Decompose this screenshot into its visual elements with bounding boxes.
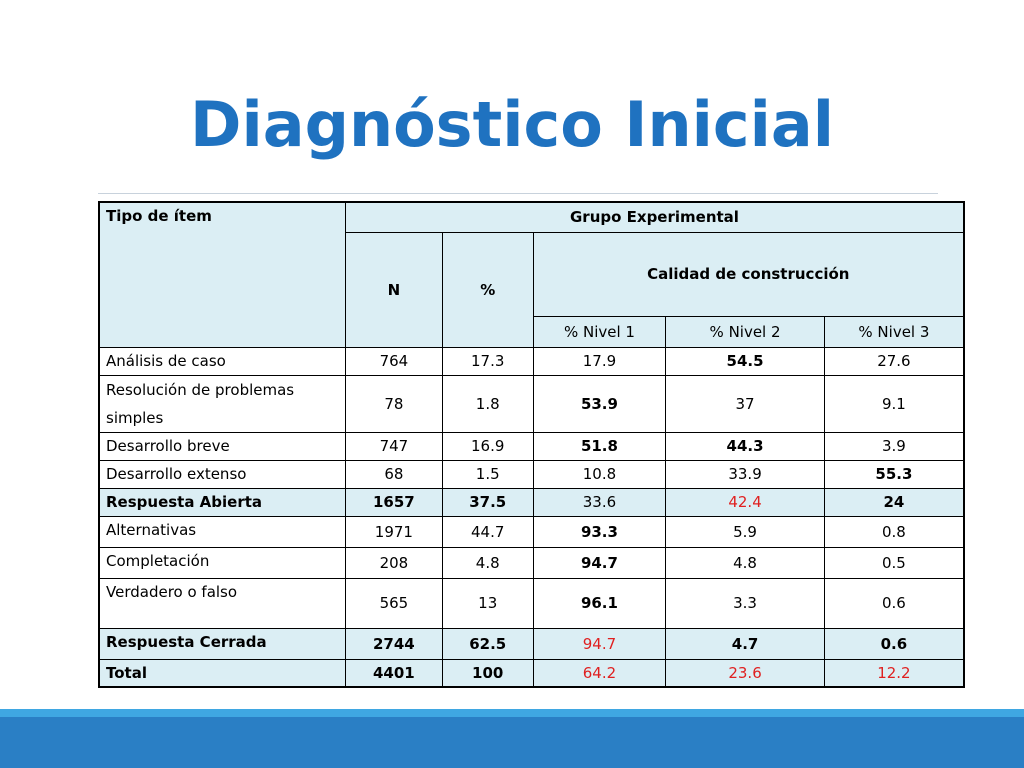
cell-nivel-3: 0.6 (823, 627, 965, 660)
row-label: Verdadero o falso (98, 577, 346, 629)
cell-n: 208 (344, 546, 443, 579)
cell-nivel-1: 96.1 (532, 577, 667, 629)
cell-pct: 1.5 (441, 459, 534, 489)
cell-n: 78 (344, 374, 443, 433)
row-label: Desarrollo breve (98, 431, 346, 461)
cell-nivel-2: 5.9 (665, 515, 825, 548)
table-row: Desarrollo breve 747 16.9 51.8 44.3 3.9 (98, 431, 965, 461)
cell-nivel-2: 23.6 (665, 658, 825, 688)
cell-nivel-3: 12.2 (823, 658, 965, 688)
cell-pct: 100 (441, 658, 534, 688)
cell-pct: 37.5 (441, 487, 534, 517)
subtotal-row-abierta: Respuesta Abierta 1657 37.5 33.6 42.4 24 (98, 487, 965, 517)
cell-pct: 16.9 (441, 431, 534, 461)
cell-nivel-1: 64.2 (532, 658, 667, 688)
cell-n: 1971 (344, 515, 443, 548)
cell-n: 1657 (344, 487, 443, 517)
cell-n: 764 (344, 346, 443, 376)
row-label-line-1: Resolución de problemas (106, 380, 295, 399)
cell-nivel-1: 94.7 (532, 546, 667, 579)
header-nivel-1: % Nivel 1 (532, 315, 667, 348)
cell-nivel-3: 24 (823, 487, 965, 517)
header-grupo: Grupo Experimental (344, 201, 965, 233)
cell-n: 747 (344, 431, 443, 461)
cell-nivel-3: 0.5 (823, 546, 965, 579)
cell-nivel-2: 33.9 (665, 459, 825, 489)
title-divider (98, 193, 938, 194)
row-label: Resolución de problemas simples (98, 374, 346, 433)
total-row: Total 4401 100 64.2 23.6 12.2 (98, 658, 965, 688)
table-row: Completación 208 4.8 94.7 4.8 0.5 (98, 546, 965, 579)
header-calidad: Calidad de construcción (532, 231, 965, 317)
cell-pct: 13 (441, 577, 534, 629)
cell-n: 565 (344, 577, 443, 629)
slide-title: Diagnóstico Inicial (190, 88, 834, 161)
cell-nivel-2: 3.3 (665, 577, 825, 629)
row-label: Análisis de caso (98, 346, 346, 376)
cell-nivel-1: 94.7 (532, 627, 667, 660)
row-label: Respuesta Cerrada (98, 627, 346, 660)
cell-pct: 44.7 (441, 515, 534, 548)
cell-nivel-1: 10.8 (532, 459, 667, 489)
table-row: Verdadero o falso 565 13 96.1 3.3 0.6 (98, 577, 965, 629)
table-row: Análisis de caso 764 17.3 17.9 54.5 27.6 (98, 346, 965, 376)
cell-nivel-3: 0.6 (823, 577, 965, 629)
cell-n: 68 (344, 459, 443, 489)
header-nivel-2: % Nivel 2 (665, 315, 825, 348)
cell-nivel-1: 93.3 (532, 515, 667, 548)
footer-stripe (0, 709, 1024, 717)
cell-n: 4401 (344, 658, 443, 688)
cell-pct: 1.8 (441, 374, 534, 433)
header-row-2: N % Calidad de construcción (99, 231, 965, 348)
cell-nivel-2: 4.8 (665, 546, 825, 579)
row-label: Total (98, 658, 346, 688)
header-nivel-3: % Nivel 3 (823, 315, 965, 348)
cell-nivel-2: 4.7 (665, 627, 825, 660)
cell-pct: 17.3 (441, 346, 534, 376)
header-tipo: Tipo de ítem (98, 201, 346, 348)
cell-nivel-1: 17.9 (532, 346, 667, 376)
table-row: Resolución de problemas simples 78 1.8 53… (98, 374, 965, 433)
cell-nivel-2: 42.4 (665, 487, 825, 517)
header-row-1: Tipo de ítem Grupo Experimental (98, 201, 965, 348)
footer-bar (0, 709, 1024, 768)
cell-nivel-3: 27.6 (823, 346, 965, 376)
row-label: Respuesta Abierta (98, 487, 346, 517)
cell-nivel-2: 54.5 (665, 346, 825, 376)
cell-pct: 4.8 (441, 546, 534, 579)
cell-n: 2744 (344, 627, 443, 660)
cell-nivel-3: 55.3 (823, 459, 965, 489)
header-n: N (344, 231, 443, 348)
header-pct: % (441, 231, 534, 348)
cell-nivel-2: 37 (665, 374, 825, 433)
cell-nivel-3: 9.1 (823, 374, 965, 433)
row-label: Completación (98, 546, 346, 579)
table-row: Alternativas 1971 44.7 93.3 5.9 0.8 (98, 515, 965, 548)
cell-nivel-3: 3.9 (823, 431, 965, 461)
cell-nivel-3: 0.8 (823, 515, 965, 548)
header-row-3: % Nivel 1 % Nivel 2 % Nivel 3 (99, 315, 965, 348)
subtotal-row-cerrada: Respuesta Cerrada 2744 62.5 94.7 4.7 0.6 (98, 627, 965, 660)
results-table: Tipo de ítem Grupo Experimental N % Cali… (98, 201, 965, 688)
row-label-line-2: simples (106, 408, 164, 427)
cell-nivel-1: 53.9 (532, 374, 667, 433)
cell-nivel-1: 51.8 (532, 431, 667, 461)
row-label: Desarrollo extenso (98, 459, 346, 489)
table-row: Desarrollo extenso 68 1.5 10.8 33.9 55.3 (98, 459, 965, 489)
row-label: Alternativas (98, 515, 346, 548)
cell-nivel-2: 44.3 (665, 431, 825, 461)
cell-nivel-1: 33.6 (532, 487, 667, 517)
cell-pct: 62.5 (441, 627, 534, 660)
